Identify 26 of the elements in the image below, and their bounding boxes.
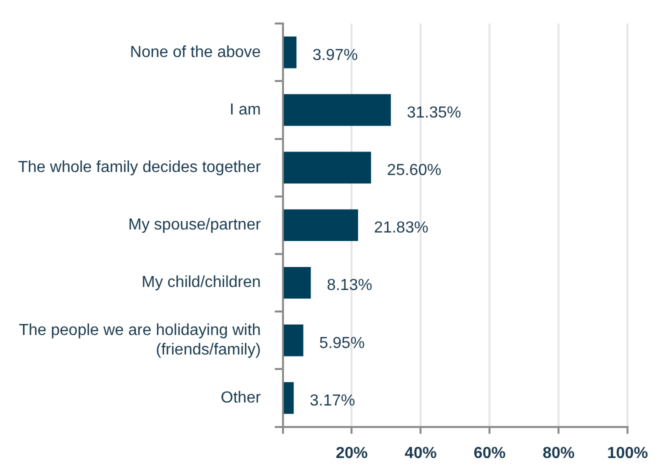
x-tick-label: 60% [474,444,506,462]
y-tick-label: My child/children [142,274,261,292]
data-label: 5.95% [319,334,365,352]
y-tick-label: The people we are holidaying with (friends/family) [18,322,261,358]
x-tick-label: 40% [404,444,437,462]
bar [284,152,372,184]
bar [284,382,294,414]
y-tick-label: Other [220,389,262,406]
data-label: 25.60% [387,162,442,180]
data-label: 31.35% [406,104,462,122]
x-tick-label: 80% [542,444,575,462]
y-tick-label: My spouse/partner [128,216,262,234]
bar [284,266,311,299]
y-tick-label: None of the above [130,44,261,61]
data-label: 8.13% [326,277,372,294]
bar [284,209,358,242]
data-label: 3.97% [312,46,358,64]
x-tick-label: 100% [607,444,648,462]
bar [284,36,296,68]
data-label: 21.83% [374,220,428,237]
bar [284,324,304,356]
y-tick-label: The whole family decides together [18,159,262,176]
bar [284,94,391,126]
x-tick-label: 20% [336,444,368,462]
data-label: 3.17% [310,392,356,410]
y-tick-label: I am [230,101,261,118]
